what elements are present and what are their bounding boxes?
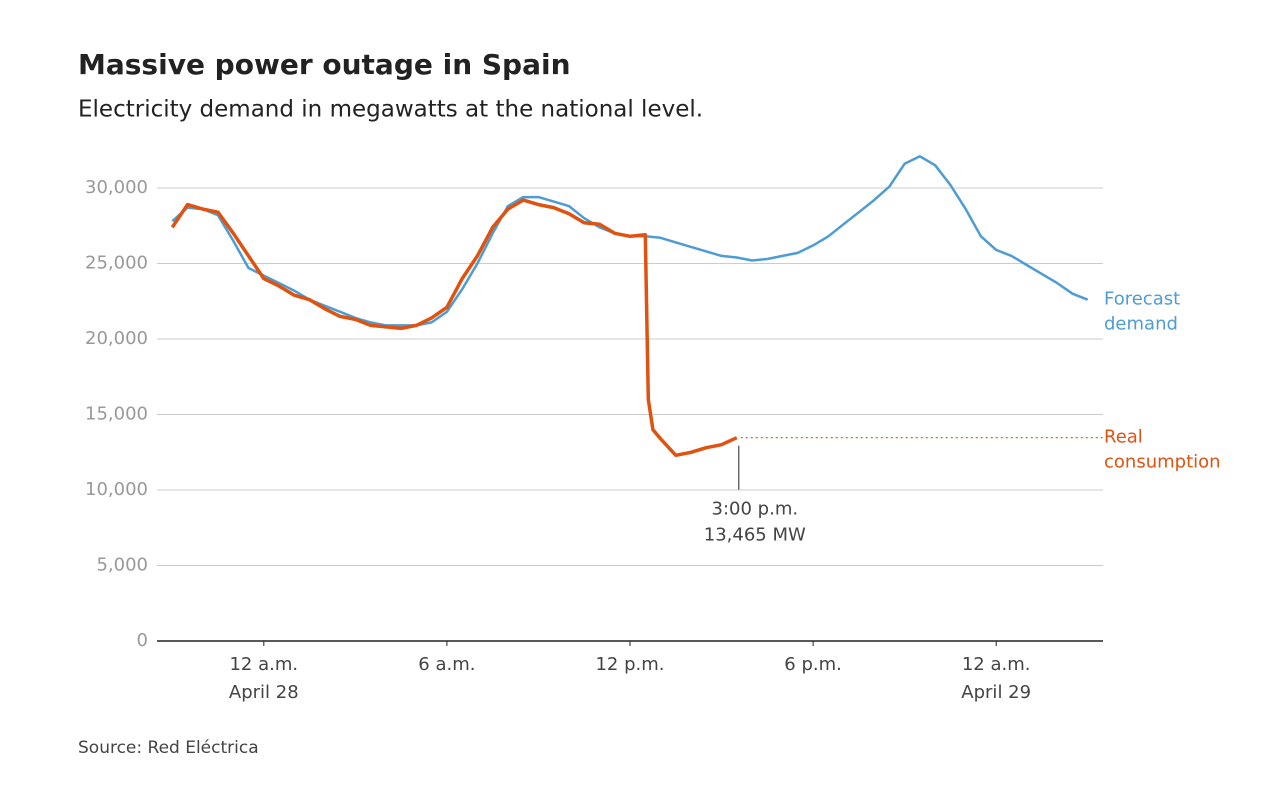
y-tick-label: 10,000 xyxy=(85,479,148,500)
y-tick-label: 25,000 xyxy=(85,253,148,274)
y-tick-label: 0 xyxy=(137,630,148,651)
x-tick-label: 6 p.m. xyxy=(784,654,842,675)
y-tick-label: 5,000 xyxy=(96,555,148,576)
series-line xyxy=(170,198,738,458)
y-tick-label: 30,000 xyxy=(85,177,148,198)
series-label: Forecast demand xyxy=(1104,289,1180,335)
x-tick-label: 12 p.m. xyxy=(595,654,664,675)
x-tick-label: 12 a.m. April 29 xyxy=(961,654,1031,703)
y-tick-label: 15,000 xyxy=(85,404,148,425)
y-tick-label: 20,000 xyxy=(85,328,148,349)
series-label: Real consumption xyxy=(1104,427,1221,473)
chart-subtitle: Electricity demand in megawatts at the n… xyxy=(78,97,703,123)
source: Source: Red Eléctrica xyxy=(78,738,259,758)
x-tick-label: 6 a.m. xyxy=(418,654,475,675)
annotation-time: 3:00 p.m. xyxy=(712,499,799,520)
chart-title: Massive power outage in Spain xyxy=(78,48,571,81)
x-tick-label: 12 a.m. April 28 xyxy=(229,654,299,703)
annotation-value: 13,465 MW xyxy=(704,525,806,546)
